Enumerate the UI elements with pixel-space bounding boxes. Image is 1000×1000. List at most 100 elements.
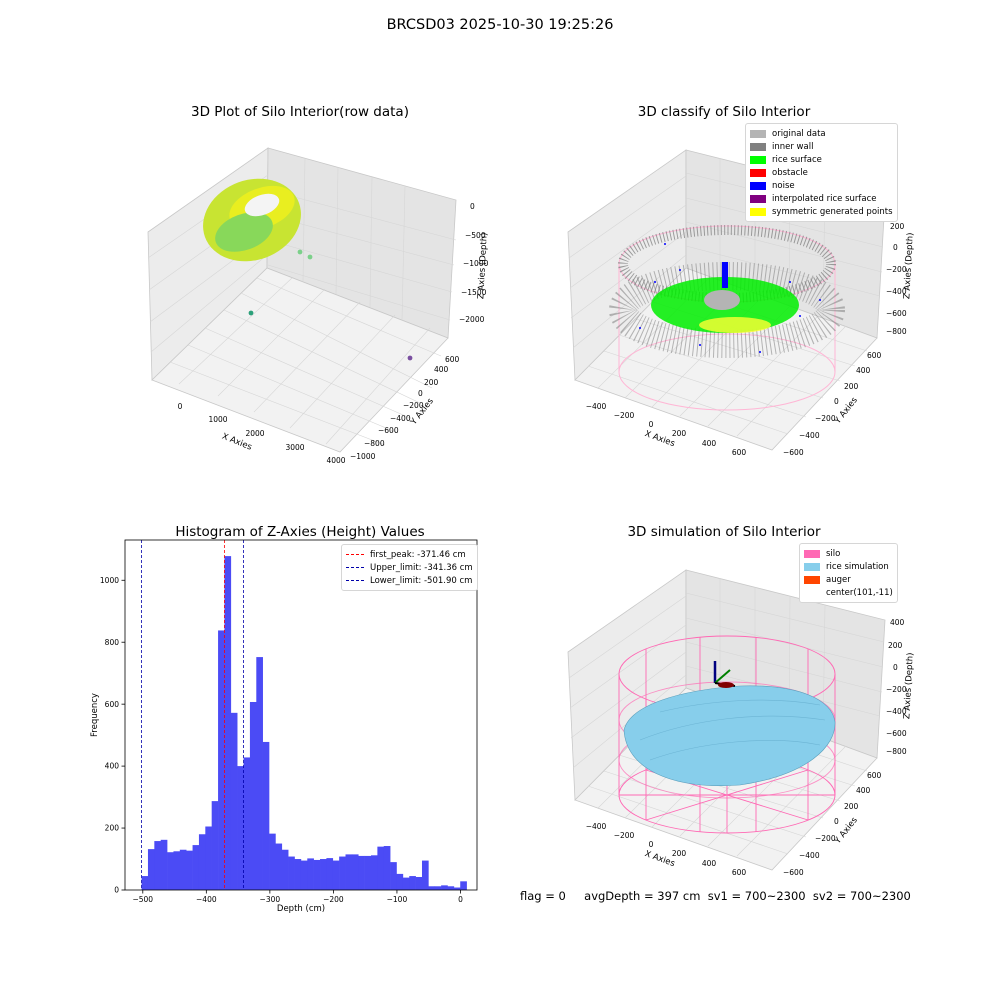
legend-label: rice surface [772,154,822,165]
legend-swatch [750,181,766,190]
histogram-bar [320,859,327,890]
classify-legend: original data inner wall rice surface ob… [745,123,898,222]
histogram-bar [402,877,410,890]
legend-line [346,567,364,568]
legend-item-symmetric-generated-points: symmetric generated points [750,205,893,218]
legend-item-silo: silo [804,547,893,560]
legend-swatch [804,549,820,558]
histogram-bar [281,849,289,890]
legend-swatch [750,142,766,151]
histogram-bar [262,741,270,890]
histogram-bar [198,834,206,890]
legend-item-lower-limit: Lower_limit: -501.90 cm [346,574,473,587]
histogram-frame [124,539,478,891]
histogram-bar [447,886,455,890]
legend-swatch [804,562,820,571]
histogram-bar [205,826,212,890]
histogram-x-ticks: −500 −400 −300 −200 −100 0 [132,890,463,904]
histogram-x-tick-label: −100 [387,895,408,904]
histogram-bar [230,712,238,890]
histogram-bar [154,841,162,890]
histogram-bar [173,851,181,890]
legend-label: first_peak: -371.46 cm [370,549,466,560]
histogram-bar [313,859,321,890]
histogram-x-tick-label: −400 [196,895,217,904]
histogram-y-tick-label: 1000 [100,576,119,585]
legend-line [346,580,364,581]
legend-swatch [750,129,766,138]
legend-item-obstacle: obstacle [750,166,893,179]
classify-plot-title: 3D classify of Silo Interior [637,104,811,120]
histogram-bar [300,860,308,890]
histogram-bar [396,873,404,890]
flag-text: flag = 0 [520,889,566,903]
histogram-bar [256,657,263,890]
legend-item-rice-simulation: rice simulation [804,560,893,573]
histogram-bar [364,855,372,890]
raw-plot-title: 3D Plot of Silo Interior(row data) [191,104,409,120]
histogram-bar [460,881,467,890]
histogram-bar [141,876,149,890]
legend-label: auger [826,574,851,585]
legend-label: silo [826,548,841,559]
histogram-title: Histogram of Z-Axies (Height) Values [175,524,425,540]
histogram-bar [269,833,276,890]
histogram-bar [243,757,251,890]
histogram-bar [358,855,365,890]
legend-label: Upper_limit: -341.36 cm [370,562,473,573]
legend-label: inner wall [772,141,814,152]
histogram-bar [453,887,461,890]
legend-item-auger: auger [804,573,893,586]
histogram-reference-lines [141,540,244,890]
histogram-bar [409,876,416,890]
histogram-bar [160,839,168,890]
histogram-bar [377,846,385,890]
histogram-bar [434,886,442,890]
histogram-x-label: Depth (cm) [277,904,325,914]
histogram-bar [351,854,359,890]
histogram-bar [211,801,219,890]
histogram-bar [371,855,378,890]
histogram-bar [390,862,397,890]
histogram-bar [421,860,429,890]
figure-title: BRCSD03 2025-10-30 19:25:26 [386,17,614,33]
legend-label: rice simulation [826,561,889,572]
histogram-x-tick-label: −500 [132,895,153,904]
histogram-bar [441,885,448,890]
histogram-bar [288,856,295,890]
legend-label: noise [772,180,795,191]
legend-swatch [750,168,766,177]
histogram-bar [339,856,346,890]
legend-item-upper-limit: Upper_limit: -341.36 cm [346,561,473,574]
histogram-bar [224,556,232,890]
histogram-bar [326,858,334,890]
histogram-y-tick-label: 0 [114,886,119,895]
histogram-bar [428,886,436,890]
histogram-bar [147,849,155,890]
legend-item-inner-wall: inner wall [750,140,893,153]
legend-label: Lower_limit: -501.90 cm [370,575,473,586]
histogram-y-tick-label: 200 [105,824,120,833]
histogram-bar [218,630,225,890]
histogram-y-ticks: 0 200 400 600 800 1000 [100,576,125,895]
legend-item-center: center(101,-11) [804,586,893,599]
histogram-bar [249,701,257,890]
histogram-x-tick-label: 0 [458,895,463,904]
histogram-bars [141,556,467,890]
legend-swatch [750,155,766,164]
histogram-y-tick-label: 400 [105,762,120,771]
legend-label: center(101,-11) [826,587,893,598]
legend-swatch [804,589,820,597]
histogram-bar [275,843,283,890]
histogram-bar [186,850,193,890]
histogram-bar [167,852,174,890]
legend-swatch [750,207,766,216]
legend-swatch [804,575,820,584]
histogram-bar [383,846,391,890]
depth-stats-text: avgDepth = 397 cm sv1 = 700~2300 sv2 = 7… [584,889,911,903]
legend-label: original data [772,128,826,139]
histogram-y-tick-label: 600 [105,700,120,709]
histogram-bar [307,858,314,890]
legend-item-first-peak: first_peak: -371.46 cm [346,548,473,561]
